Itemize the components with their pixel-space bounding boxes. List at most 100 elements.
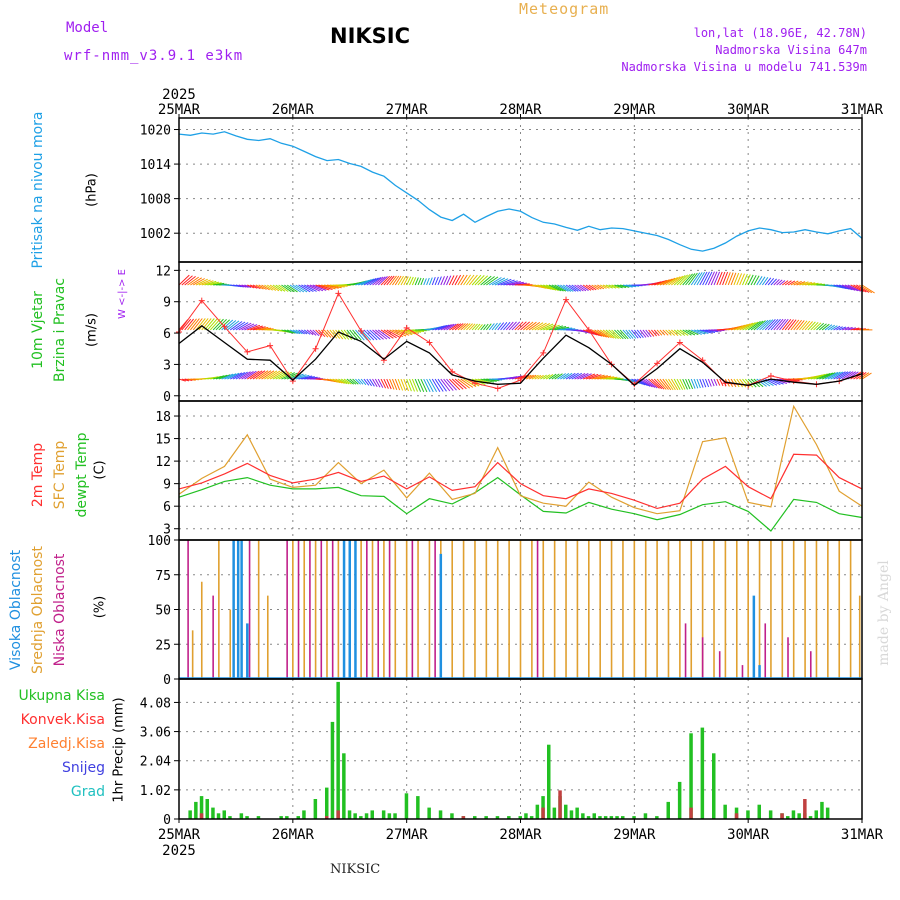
- wind-barb: [295, 374, 310, 380]
- wind-barb: [574, 284, 584, 292]
- wind-barb: [434, 276, 439, 286]
- wind-barb: [460, 323, 469, 331]
- wind-barb: [477, 378, 492, 384]
- total-precip-bar: [416, 796, 420, 819]
- wind-barb: [434, 324, 448, 331]
- wind-barb: [247, 370, 260, 380]
- wind-barb: [477, 275, 489, 286]
- wind-barb: [827, 324, 835, 331]
- total-precip-bar: [205, 799, 209, 819]
- wind-barb: [241, 284, 249, 288]
- y-tick-label: 3: [163, 523, 171, 538]
- wind-barb: [258, 370, 272, 380]
- wind-barb: [710, 378, 715, 387]
- wind-barb: [653, 329, 660, 337]
- year-label-top: 2025: [162, 87, 196, 103]
- wind-barb: [400, 276, 407, 286]
- wind-barb: [796, 281, 806, 286]
- wind-barb: [440, 276, 445, 286]
- wind-barb: [656, 329, 663, 336]
- conv-precip-bar: [734, 813, 739, 819]
- wind-barb: [742, 273, 748, 286]
- total-precip-bar: [529, 816, 534, 819]
- wind-barb: [799, 320, 808, 331]
- wind-barb: [403, 378, 409, 392]
- wind-barb: [665, 378, 674, 391]
- wind-barb: [184, 378, 193, 381]
- total-precip-bar: [279, 816, 283, 819]
- wind-barb: [423, 378, 431, 393]
- wind-barb: [784, 280, 792, 286]
- wind-barb: [454, 323, 464, 331]
- wind-barb: [232, 321, 246, 331]
- wind-barb: [673, 378, 681, 391]
- panel-frame: [178, 678, 863, 820]
- wind-barb: [548, 325, 564, 331]
- gust-marker: [244, 348, 251, 355]
- wind-barb: [719, 271, 726, 286]
- wind-barb: [244, 370, 257, 380]
- wind-barb: [195, 278, 208, 286]
- wind-barb: [531, 374, 539, 380]
- wind-barb: [733, 272, 740, 286]
- wind-barb: [716, 271, 723, 286]
- model-label: Model: [66, 20, 109, 36]
- wind-barb: [733, 324, 748, 331]
- wind-barb: [597, 284, 605, 290]
- total-precip-bar: [228, 816, 232, 819]
- wind-barb: [264, 284, 273, 291]
- wind-barb: [702, 378, 707, 388]
- wind-barb: [358, 279, 372, 286]
- x-tick-label-top: 28MAR: [499, 102, 542, 118]
- wind-barb: [585, 284, 594, 291]
- wind-barb: [753, 320, 766, 331]
- wind-barb: [844, 371, 857, 380]
- x-tick-label-top: 31MAR: [841, 102, 884, 118]
- wind-barb: [369, 329, 381, 341]
- wind-barb: [682, 329, 692, 336]
- wind-barb: [466, 274, 475, 286]
- wind-barb: [514, 375, 525, 380]
- wind-barb: [651, 378, 663, 390]
- total-precip-bar: [524, 813, 528, 819]
- wind-barb: [634, 378, 648, 387]
- conv-precip-legend: Konvek.Kisa: [21, 712, 105, 728]
- wind-barb: [457, 378, 471, 389]
- wind-barb: [790, 280, 799, 286]
- total-precip-bar: [712, 753, 716, 819]
- wind-barb: [679, 273, 691, 286]
- wind-barb: [523, 321, 534, 331]
- wind-barb: [423, 278, 427, 286]
- wind-barb: [286, 284, 298, 293]
- wind-barb: [369, 378, 375, 387]
- wind-barb: [551, 284, 564, 292]
- wind-barb: [409, 276, 414, 286]
- wind-barb: [671, 329, 679, 336]
- wind-axis-label-1: 10m Vjetar: [30, 291, 46, 369]
- wind-barb: [275, 284, 286, 292]
- wind-barb: [375, 276, 386, 286]
- wind-barb: [853, 284, 867, 293]
- wind-barb: [380, 378, 387, 389]
- wind-barb: [244, 284, 252, 288]
- wind-barb: [335, 329, 344, 340]
- y-tick-label: 12: [155, 264, 171, 279]
- wind-barb: [215, 374, 228, 380]
- wind-barb: [656, 378, 667, 390]
- wind-barb: [540, 374, 547, 380]
- total-precip-bar: [438, 810, 443, 819]
- total-precip-bar: [746, 810, 750, 819]
- wind-barb: [784, 319, 794, 331]
- wind-barb: [355, 329, 365, 341]
- wind-barb: [810, 322, 819, 331]
- wind-barb: [605, 329, 617, 339]
- wind-barb: [497, 278, 512, 286]
- wind-barb: [668, 276, 681, 286]
- wind-barb: [724, 272, 731, 286]
- wind-barb: [298, 329, 305, 335]
- wind-barb: [397, 329, 413, 336]
- wind-barb: [386, 329, 401, 338]
- wind-barb: [480, 324, 486, 331]
- wind-barb: [571, 372, 583, 380]
- wind-barb: [386, 378, 392, 390]
